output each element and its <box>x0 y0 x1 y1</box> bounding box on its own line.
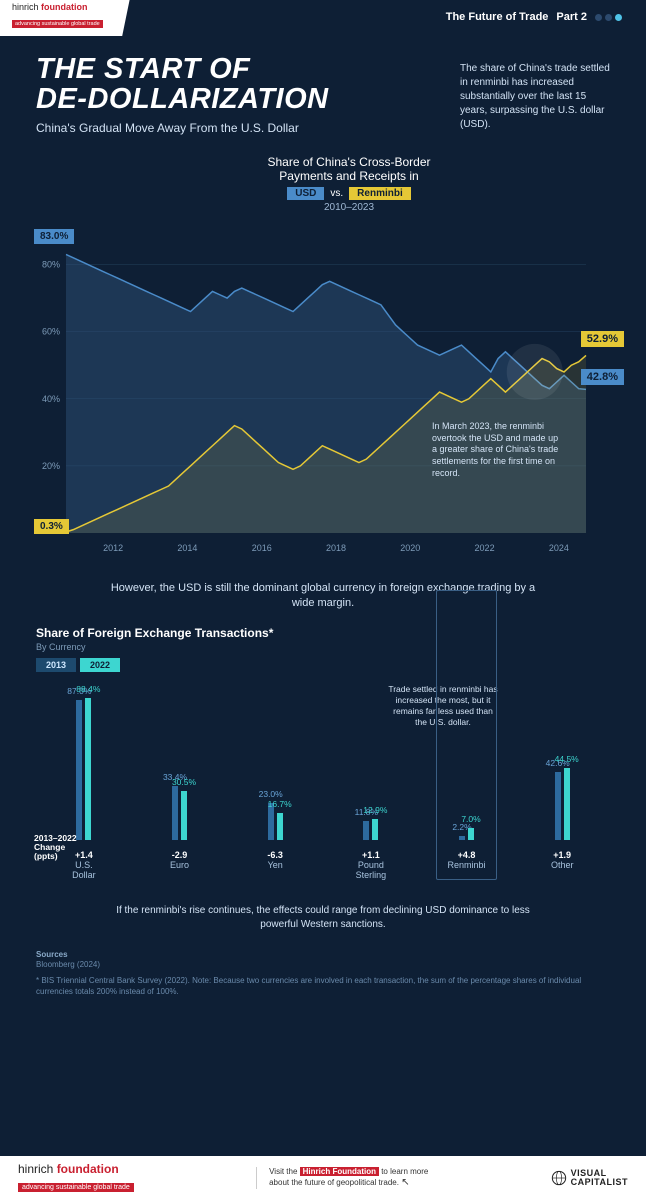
change-value: +1.1 <box>323 850 419 860</box>
page-subtitle: China's Gradual Move Away From the U.S. … <box>36 121 440 135</box>
category-label: U.S.Dollar <box>36 860 132 880</box>
bar-group: 11.8% 12.9% <box>323 680 419 840</box>
svg-text:2012: 2012 <box>103 543 123 553</box>
pager-dot <box>605 14 612 21</box>
hero: THE START OF DE-DOLLARIZATION China's Gr… <box>0 34 646 145</box>
bar-group: 2.2% 7.0% <box>419 680 515 840</box>
legend-vs: vs. <box>330 188 343 199</box>
svg-text:2020: 2020 <box>400 543 420 553</box>
series-indicator: The Future of Trade Part 2 <box>446 11 622 23</box>
svg-text:40%: 40% <box>42 394 60 404</box>
series-part: Part 2 <box>556 11 587 23</box>
legend-2022-chip: 2022 <box>80 658 120 672</box>
chart2-section: Share of Foreign Exchange Transactions* … <box>0 626 646 880</box>
svg-text:2024: 2024 <box>549 543 569 553</box>
series-title: The Future of Trade <box>446 11 549 23</box>
bar-2022: 30.5% <box>181 791 187 840</box>
globe-icon <box>551 1170 567 1186</box>
category-label: Other <box>514 860 610 880</box>
sources-line1: Bloomberg (2024) <box>36 960 610 970</box>
sources-block: Sources Bloomberg (2024) * BIS Triennial… <box>0 950 646 998</box>
footer: hinrich foundation advancing sustainable… <box>0 1156 646 1200</box>
bar-2013: 11.8% <box>363 821 369 840</box>
bar-group: 23.0% 16.7% <box>227 680 323 840</box>
visual-capitalist-logo: VISUALCAPITALIST <box>551 1169 628 1187</box>
chart2-subtitle: By Currency <box>36 642 610 652</box>
category-label: PoundSterling <box>323 860 419 880</box>
svg-text:20%: 20% <box>42 461 60 471</box>
bar-2013: 87.0% <box>76 700 82 839</box>
chart2-title: Share of Foreign Exchange Transactions* <box>36 626 610 640</box>
category-label: Euro <box>132 860 228 880</box>
legend-usd-chip: USD <box>287 187 324 200</box>
bar-2013: 33.4% <box>172 786 178 839</box>
chart2-legend: 2013 2022 <box>36 658 610 672</box>
chart2-change-row: +1.4-2.9-6.3+1.1+4.8+1.9 <box>36 850 610 860</box>
chart1-annotation: In March 2023, the renminbi overtook the… <box>432 421 562 479</box>
usd-start-label: 83.0% <box>34 229 74 244</box>
sources-note: * BIS Triennial Central Bank Survey (202… <box>36 976 610 997</box>
chart1-plot: 20% 40% 60% 80% 2012 2014 2016 2018 2020 2022 2024… <box>36 221 622 561</box>
rmb-end-label: 52.9% <box>581 331 624 347</box>
rmb-start-label: 0.3% <box>34 519 69 534</box>
svg-text:80%: 80% <box>42 259 60 269</box>
chart1-svg: 20% 40% 60% 80% 2012 2014 2016 2018 2020 2022 2024 <box>36 221 622 561</box>
change-value: +1.4 <box>36 850 132 860</box>
chart1-title: Share of China's Cross-BorderPayments an… <box>76 155 622 183</box>
change-value: +4.8 <box>419 850 515 860</box>
usd-end-label: 42.8% <box>581 369 624 385</box>
chart2-bars: 87.0% 88.4% 33.4% 30.5% 23.0% 16.7% 11.8… <box>36 680 610 840</box>
chart1-period: 2010–2023 <box>76 202 622 213</box>
bar-2022: 88.4% <box>85 698 91 839</box>
change-value: -2.9 <box>132 850 228 860</box>
brand-name: hinrich foundation <box>12 2 118 12</box>
pager-dot <box>615 14 622 21</box>
bar-2022: 12.9% <box>372 819 378 840</box>
bar-group: 87.0% 88.4% <box>36 680 132 840</box>
bar-2022: 16.7% <box>277 813 283 840</box>
svg-text:2016: 2016 <box>252 543 272 553</box>
hero-blurb: The share of China's trade settled in re… <box>460 54 610 135</box>
legend-2013-chip: 2013 <box>36 658 76 672</box>
svg-text:2018: 2018 <box>326 543 346 553</box>
legend-rmb-chip: Renminbi <box>349 187 411 200</box>
chart1-legend: USD vs. Renminbi <box>76 187 622 200</box>
change-value: -6.3 <box>227 850 323 860</box>
sources-heading: Sources <box>36 950 610 960</box>
category-label: Renminbi <box>419 860 515 880</box>
chart2-category-row: U.S.DollarEuroYenPoundSterlingRenminbiOt… <box>36 860 610 880</box>
footer-brand: hinrich foundation advancing sustainable… <box>18 1162 134 1194</box>
cursor-icon: ↖ <box>401 1177 409 1188</box>
chart1-section: Share of China's Cross-BorderPayments an… <box>0 145 646 561</box>
page-title: THE START OF DE-DOLLARIZATION <box>36 54 440 115</box>
top-bar: hinrich foundation advancing sustainable… <box>0 0 646 34</box>
svg-text:60%: 60% <box>42 327 60 337</box>
rmb-highlight-box <box>436 590 497 880</box>
svg-text:2014: 2014 <box>177 543 197 553</box>
hero-title-block: THE START OF DE-DOLLARIZATION China's Gr… <box>36 54 440 135</box>
brand-logo-tab: hinrich foundation advancing sustainable… <box>0 0 130 36</box>
mid-paragraph: However, the USD is still the dominant g… <box>0 561 646 626</box>
bar-2022: 44.5% <box>564 768 570 839</box>
pager-dot <box>595 14 602 21</box>
category-label: Yen <box>227 860 323 880</box>
brand-tagline: advancing sustainable global trade <box>12 20 103 28</box>
bar-group: 42.6% 44.5% <box>514 680 610 840</box>
bar-2013: 42.6% <box>555 772 561 840</box>
svg-text:2022: 2022 <box>475 543 495 553</box>
pager-dots <box>595 14 622 21</box>
change-value: +1.9 <box>514 850 610 860</box>
chart2-plot: Trade settled in renminbi has increased … <box>36 680 610 880</box>
closing-paragraph: If the renminbi's rise continues, the ef… <box>0 880 646 950</box>
footer-cta: Visit the Hinrich Foundation to learn mo… <box>256 1167 428 1189</box>
bar-group: 33.4% 30.5% <box>132 680 228 840</box>
